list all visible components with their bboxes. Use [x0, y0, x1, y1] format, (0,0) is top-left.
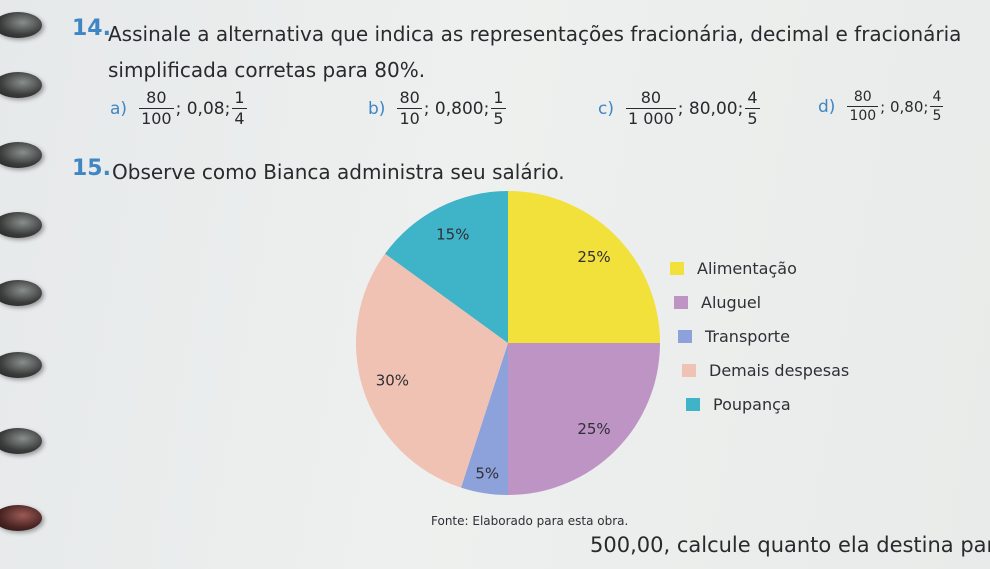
- question-15-number: 15.: [72, 156, 111, 181]
- legend-swatch: [678, 330, 692, 343]
- pie-slice-0: [508, 191, 660, 343]
- pie-slice-4: [385, 191, 508, 343]
- legend-swatch: [686, 398, 700, 411]
- question-15-text: Observe como Bianca administra seu salár…: [112, 160, 565, 184]
- binding-ring-icon: [0, 142, 42, 168]
- fraction-numerator: 80: [853, 89, 872, 105]
- option-a-decimal: ; 0,08;: [175, 98, 231, 119]
- fraction-denominator: 5: [745, 108, 760, 128]
- fraction: 1 4: [232, 88, 247, 128]
- option-a[interactable]: a) 80 100 ; 0,08; 1 4: [110, 90, 247, 127]
- fraction-numerator: 80: [146, 88, 167, 107]
- pie-percent-label: 25%: [577, 248, 610, 266]
- pie-slices: [355, 191, 660, 496]
- spiral-binding: [0, 0, 50, 569]
- binding-ring-icon: [0, 212, 42, 238]
- fraction: 4 5: [745, 88, 760, 128]
- question-14-text-line2: simplificada corretas para 80%.: [108, 58, 426, 82]
- fraction: 80 100: [139, 90, 174, 127]
- fraction-denominator: 4: [232, 108, 247, 128]
- option-b-letter: b): [368, 98, 386, 119]
- chart-source: Fonte: Elaborado para esta obra.: [431, 514, 629, 528]
- fraction-denominator: 100: [139, 108, 174, 128]
- option-c-letter: c): [598, 98, 614, 119]
- fraction-numerator: 1: [234, 88, 245, 107]
- fraction-denominator: 1 000: [625, 108, 676, 128]
- pie-percent-label: 25%: [577, 420, 610, 438]
- binding-ring-icon: [0, 72, 42, 98]
- chart-legend: Alimentação Aluguel Transporte Demais despe…: [670, 259, 849, 414]
- fraction-denominator: 5: [930, 106, 944, 124]
- pie-percent-label: 15%: [436, 226, 469, 244]
- fraction: 80 10: [397, 88, 422, 128]
- question-14-text-line1: Assinale a alternativa que indica as rep…: [108, 22, 962, 46]
- fraction-denominator: 100: [847, 106, 879, 124]
- legend-label: Transporte: [704, 327, 790, 346]
- legend-swatch: [670, 262, 684, 275]
- fraction-numerator: 80: [640, 88, 662, 107]
- option-b[interactable]: b) 80 10 ; 0,800; 1 5: [368, 90, 506, 127]
- fraction: 4 5: [930, 89, 944, 124]
- binding-ring-icon: [0, 428, 42, 454]
- fraction-numerator: 4: [747, 88, 758, 107]
- fraction-numerator: 1: [493, 88, 504, 107]
- option-c-decimal: ; 80,00;: [677, 98, 744, 119]
- fraction-denominator: 10: [397, 108, 422, 128]
- fraction: 80 1 000: [625, 88, 676, 128]
- question-14-number: 14.: [72, 16, 111, 41]
- pie-slice-3: [355, 253, 508, 488]
- option-d[interactable]: d) 80 100 ; 0,80; 4 5: [818, 89, 944, 124]
- question-16-partial-text: 500,00, calcule quanto ela destina para: [590, 533, 990, 557]
- legend-label: Poupança: [713, 395, 791, 414]
- pie-percent-label: 30%: [376, 372, 409, 390]
- fraction: 1 5: [491, 88, 506, 128]
- fraction-numerator: 4: [932, 89, 942, 105]
- option-b-decimal: ; 0,800;: [423, 98, 490, 119]
- legend-label: Aluguel: [701, 293, 761, 312]
- option-a-letter: a): [110, 98, 128, 119]
- fraction-denominator: 5: [491, 108, 506, 128]
- option-d-letter: d): [818, 96, 836, 117]
- fraction: 80 100: [847, 89, 879, 124]
- binding-ring-icon: [0, 505, 42, 531]
- option-c[interactable]: c) 80 1 000 ; 80,00; 4 5: [598, 90, 760, 127]
- legend-label: Demais despesas: [709, 361, 849, 380]
- pie-slice-2: [461, 343, 508, 496]
- legend-label: Alimentação: [697, 259, 797, 278]
- pie-percent-labels: 25% 25% 5% 30% 15%: [376, 226, 611, 483]
- pie-percent-label: 5%: [475, 465, 499, 483]
- binding-ring-icon: [0, 352, 42, 378]
- binding-ring-icon: [0, 280, 42, 306]
- binding-ring-icon: [0, 12, 42, 38]
- legend-swatch: [682, 364, 696, 377]
- option-d-decimal: ; 0,80;: [880, 97, 929, 116]
- legend-swatch: [674, 296, 688, 309]
- fraction-numerator: 80: [399, 88, 420, 107]
- pie-slice-1: [508, 343, 660, 495]
